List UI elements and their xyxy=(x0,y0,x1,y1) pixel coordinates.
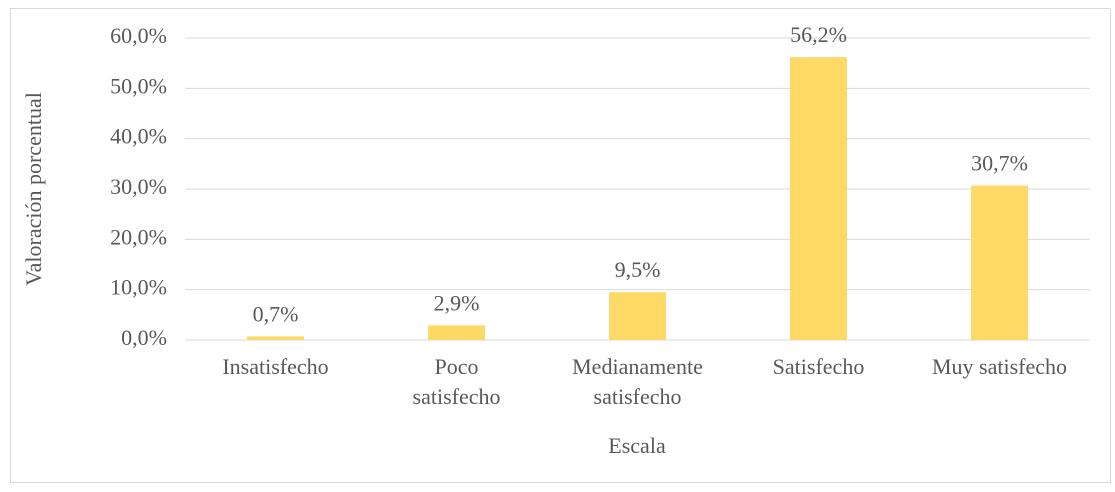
x-tick-label: Poco satisfecho xyxy=(412,354,501,409)
data-label: 9,5% xyxy=(615,257,661,282)
bar xyxy=(428,325,485,340)
x-tick-label: Muy satisfecho xyxy=(931,354,1068,379)
data-label: 56,2% xyxy=(790,22,847,47)
y-tick-label: 50,0% xyxy=(110,73,167,98)
x-tick-label: Medianamente satisfecho xyxy=(572,354,703,409)
x-tick-label: Satisfecho xyxy=(772,354,865,379)
x-tick-label: Insatisfecho xyxy=(222,354,329,379)
bar xyxy=(971,185,1028,340)
x-axis-title: Escala xyxy=(608,433,666,458)
chart-border xyxy=(10,8,1111,483)
data-label: 0,7% xyxy=(253,302,299,327)
data-label: 2,9% xyxy=(434,290,480,315)
data-label: 30,7% xyxy=(971,151,1028,176)
y-tick-label: 10,0% xyxy=(110,275,167,300)
y-axis-title: Valoración porcentual xyxy=(21,92,46,286)
bar xyxy=(247,336,304,340)
y-tick-label: 40,0% xyxy=(110,124,167,149)
bar xyxy=(790,57,847,340)
y-tick-label: 0,0% xyxy=(121,325,167,350)
y-tick-label: 60,0% xyxy=(110,23,167,48)
y-tick-label: 20,0% xyxy=(110,224,167,249)
y-tick-label: 30,0% xyxy=(110,174,167,199)
bar xyxy=(609,292,666,340)
